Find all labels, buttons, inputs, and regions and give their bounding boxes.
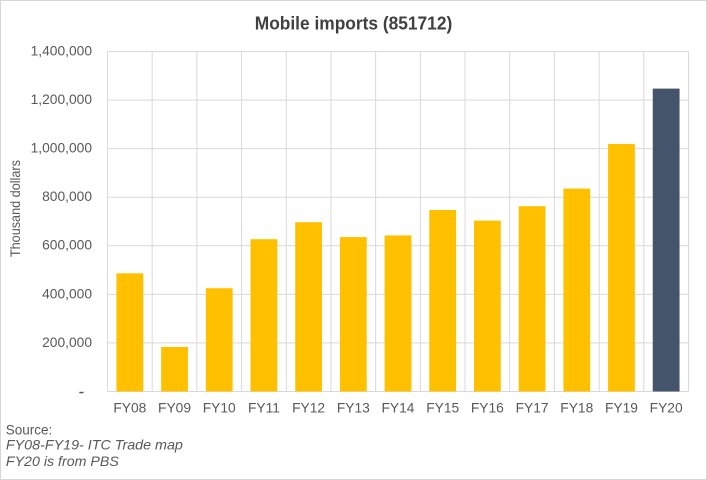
svg-text:FY08-FY19- ITC Trade map: FY08-FY19- ITC Trade map <box>6 436 183 452</box>
svg-text:800,000: 800,000 <box>42 189 92 204</box>
svg-text:1,000,000: 1,000,000 <box>31 141 93 156</box>
svg-text:FY20: FY20 <box>650 401 683 416</box>
svg-text:FY17: FY17 <box>516 401 549 416</box>
svg-text:FY16: FY16 <box>471 401 504 416</box>
svg-text:FY14: FY14 <box>382 401 415 416</box>
svg-text:FY12: FY12 <box>292 401 325 416</box>
svg-text:600,000: 600,000 <box>42 238 92 253</box>
svg-text:FY11: FY11 <box>248 401 280 416</box>
svg-text:FY20 is from PBS: FY20 is from PBS <box>6 453 120 469</box>
svg-text:Source:: Source: <box>6 422 53 437</box>
svg-text:Mobile imports (851712): Mobile imports (851712) <box>255 13 453 33</box>
svg-text:FY19: FY19 <box>605 401 638 416</box>
svg-text:FY13: FY13 <box>337 401 370 416</box>
svg-text:Thousand dollars: Thousand dollars <box>7 160 23 257</box>
svg-text:1,200,000: 1,200,000 <box>31 92 93 107</box>
svg-text:FY15: FY15 <box>426 401 459 416</box>
svg-text:400,000: 400,000 <box>42 286 92 301</box>
svg-text:FY08: FY08 <box>113 401 146 416</box>
svg-text:FY10: FY10 <box>203 401 236 416</box>
svg-text:200,000: 200,000 <box>42 335 92 350</box>
svg-text:1,400,000: 1,400,000 <box>31 43 93 58</box>
svg-text:FY09: FY09 <box>158 401 191 416</box>
svg-text:FY18: FY18 <box>560 401 593 416</box>
